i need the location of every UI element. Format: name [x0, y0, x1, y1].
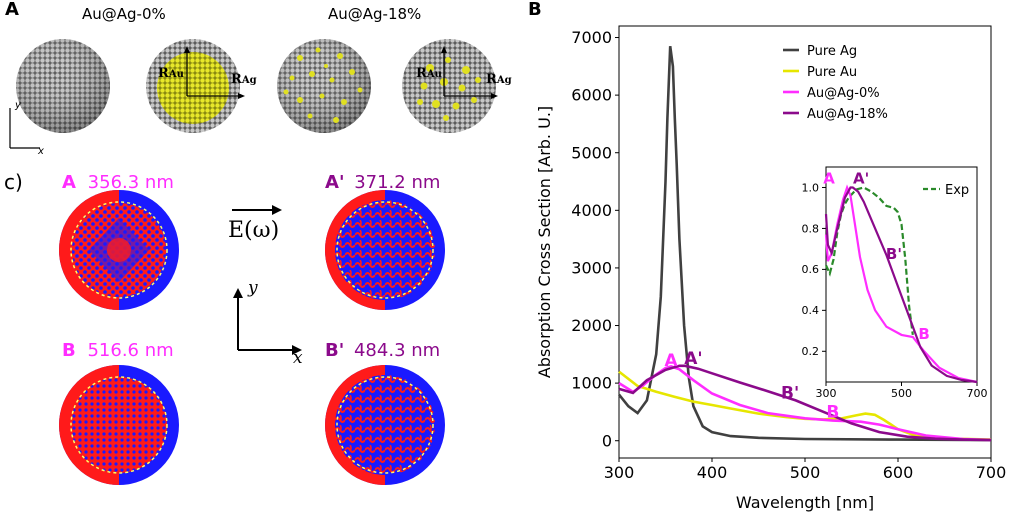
xy-axes-glyph-c	[233, 288, 302, 355]
panel-a-title-right: Au@Ag-18%	[328, 5, 422, 23]
main-ytick-label: 4000	[571, 201, 612, 220]
inset-xtick-label: 300	[816, 387, 837, 400]
main-ytick-label: 2000	[571, 316, 612, 335]
main-ytick-label: 7000	[571, 28, 612, 47]
inset-annotation: B	[918, 325, 929, 343]
inset-ytick-label: 0.6	[802, 263, 820, 276]
main-xtick-label: 400	[697, 463, 728, 482]
mode-wavelength: 356.3 nm	[87, 172, 174, 193]
np-alloy-cross-section	[402, 39, 496, 133]
inset-ytick-label: 1.0	[802, 181, 820, 194]
main-xtick-label: 600	[883, 463, 914, 482]
absorption-chart: 300 400 500 600 7000100020003000400050006000…	[535, 25, 1007, 512]
r-ag-label-2: RAg	[486, 72, 512, 87]
main-ytick-label: 5000	[571, 143, 612, 162]
main-series-pure-ag	[617, 46, 992, 442]
panel-a-figure	[9, 39, 498, 149]
main-ytick-label: 3000	[571, 259, 612, 278]
field-map-a	[59, 190, 179, 310]
np-ag-cross-section	[146, 39, 240, 133]
mode-label-a-prime: A' 371.2 nm	[325, 172, 441, 193]
r-au-label: RAu	[158, 66, 184, 81]
y-axis-label: Absorption Cross Section [Arb. U.]	[535, 106, 554, 378]
inset-legend-entry: Exp	[945, 183, 969, 198]
main-annotation: B'	[781, 384, 799, 404]
main-ytick-label: 6000	[571, 86, 612, 105]
xy-axes-glyph-a	[9, 108, 40, 149]
mode-label-a: A 356.3 nm	[62, 172, 174, 193]
inset-annotation: B'	[886, 245, 902, 263]
np-ag-full-sphere	[16, 39, 110, 133]
main-xtick-label: 500	[790, 463, 821, 482]
np-alloy-full-sphere	[277, 39, 371, 133]
inset-annotation: A	[823, 169, 835, 187]
axis-x-label-a: x	[38, 146, 44, 157]
legend-entry: Au@Ag-0%	[807, 86, 880, 101]
field-map-b-prime	[325, 365, 445, 485]
panel-a-title-left: Au@Ag-0%	[82, 5, 166, 23]
panel-label-c: c)	[4, 170, 23, 194]
main-annotation: A'	[684, 349, 702, 369]
axis-y-label-a: y	[15, 100, 21, 111]
legend-entry: Au@Ag-18%	[807, 107, 888, 122]
field-map-b	[59, 365, 179, 485]
inset-xtick-label: 500	[891, 387, 912, 400]
axis-x-label-c: x	[293, 348, 303, 368]
main-series-au-ag-18-	[618, 364, 992, 442]
main-annotation: B	[826, 403, 839, 423]
main-ytick-label: 1000	[571, 374, 612, 393]
main-xtick-label: 700	[976, 463, 1007, 482]
inset-annotation: A'	[853, 169, 869, 187]
field-map-a-prime	[325, 190, 445, 310]
panel-label-b: B	[528, 0, 542, 20]
r-au-label-2: RAu	[416, 66, 442, 81]
inset-xtick-label: 700	[967, 387, 988, 400]
mode-label-b: B 516.6 nm	[62, 340, 174, 361]
x-axis-label: Wavelength [nm]	[736, 493, 874, 512]
inset-series-exp	[825, 186, 914, 336]
mode-label-b-prime: B' 484.3 nm	[325, 340, 441, 361]
axis-y-label-c: y	[248, 278, 258, 298]
main-annotation: A	[664, 351, 678, 371]
inset-ytick-label: 0.2	[802, 345, 820, 358]
field-label: E(ω)	[228, 218, 280, 243]
panel-c-figure	[59, 190, 445, 485]
inset-ytick-label: 0.4	[802, 304, 820, 317]
inset-series-au-ag-18-	[824, 186, 978, 384]
legend-entry: Pure Au	[807, 65, 857, 80]
main-xtick-label: 300	[604, 463, 635, 482]
legend-entry: Pure Ag	[807, 44, 857, 59]
r-ag-label: RAg	[231, 72, 257, 87]
main-ytick-label: 0	[602, 431, 612, 450]
mode-letter: A	[62, 172, 76, 193]
panel-label-a: A	[5, 0, 19, 20]
inset-ytick-label: 0.8	[802, 222, 820, 235]
